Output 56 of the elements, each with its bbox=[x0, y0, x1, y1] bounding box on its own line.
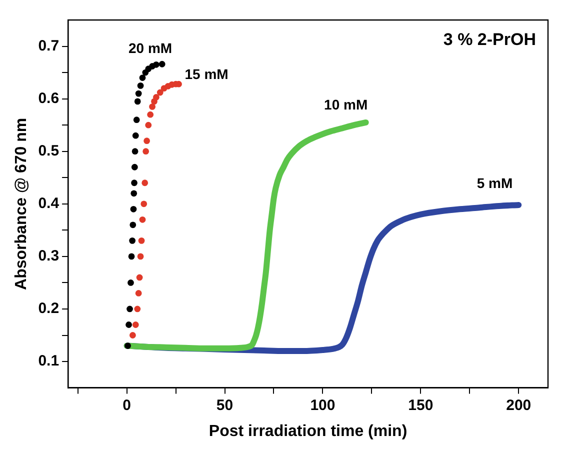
series-label: 5 mM bbox=[476, 174, 513, 191]
point bbox=[138, 237, 145, 244]
point bbox=[149, 103, 156, 110]
y-tick-label: 0.2 bbox=[38, 300, 60, 318]
point bbox=[136, 274, 143, 281]
point bbox=[153, 94, 160, 100]
point bbox=[130, 222, 136, 228]
point bbox=[130, 190, 138, 197]
y-tick-label: 0.4 bbox=[38, 195, 60, 212]
y-axis-title: Absorbance @ 670 nm bbox=[13, 118, 30, 290]
point bbox=[124, 342, 131, 349]
y-tick-label: 0.3 bbox=[38, 248, 60, 265]
point bbox=[129, 237, 136, 244]
x-tick-label: 100 bbox=[310, 396, 336, 414]
x-tick-label: 0 bbox=[122, 396, 131, 414]
point bbox=[142, 180, 148, 186]
point bbox=[137, 82, 144, 89]
point bbox=[130, 206, 137, 212]
point bbox=[140, 200, 148, 208]
x-tick-label: 50 bbox=[216, 396, 234, 414]
point bbox=[158, 60, 166, 68]
x-tick-label: 150 bbox=[408, 396, 434, 414]
point bbox=[126, 322, 132, 328]
y-tick-label: 0.1 bbox=[38, 352, 60, 370]
point bbox=[132, 322, 139, 328]
point bbox=[130, 332, 136, 338]
series-label: 15 mM bbox=[184, 66, 228, 82]
point bbox=[134, 98, 141, 105]
point bbox=[133, 116, 140, 124]
point bbox=[128, 253, 135, 260]
y-tick-label: 0.7 bbox=[38, 37, 60, 54]
point bbox=[137, 253, 144, 260]
point bbox=[135, 90, 142, 97]
x-tick-label: 200 bbox=[506, 396, 532, 414]
point bbox=[134, 306, 141, 312]
point bbox=[145, 122, 152, 128]
series-label: 10 mM bbox=[324, 96, 368, 112]
point bbox=[156, 89, 164, 96]
point bbox=[139, 74, 146, 81]
point bbox=[131, 180, 138, 186]
point bbox=[147, 111, 154, 118]
y-tick-label: 0.5 bbox=[38, 142, 60, 160]
series-label: 20 mM bbox=[128, 40, 172, 56]
x-axis-title: Post irradiation time (min) bbox=[208, 422, 408, 440]
point bbox=[135, 290, 142, 296]
point bbox=[144, 138, 150, 144]
point bbox=[153, 61, 160, 68]
point bbox=[128, 280, 134, 286]
point bbox=[126, 306, 133, 312]
point bbox=[142, 148, 150, 155]
y-tick-label: 0.6 bbox=[38, 90, 60, 107]
text: 3 % 2-PrOH bbox=[443, 30, 536, 50]
point bbox=[131, 164, 138, 170]
point bbox=[139, 216, 146, 223]
point bbox=[132, 132, 139, 139]
point bbox=[132, 148, 138, 155]
